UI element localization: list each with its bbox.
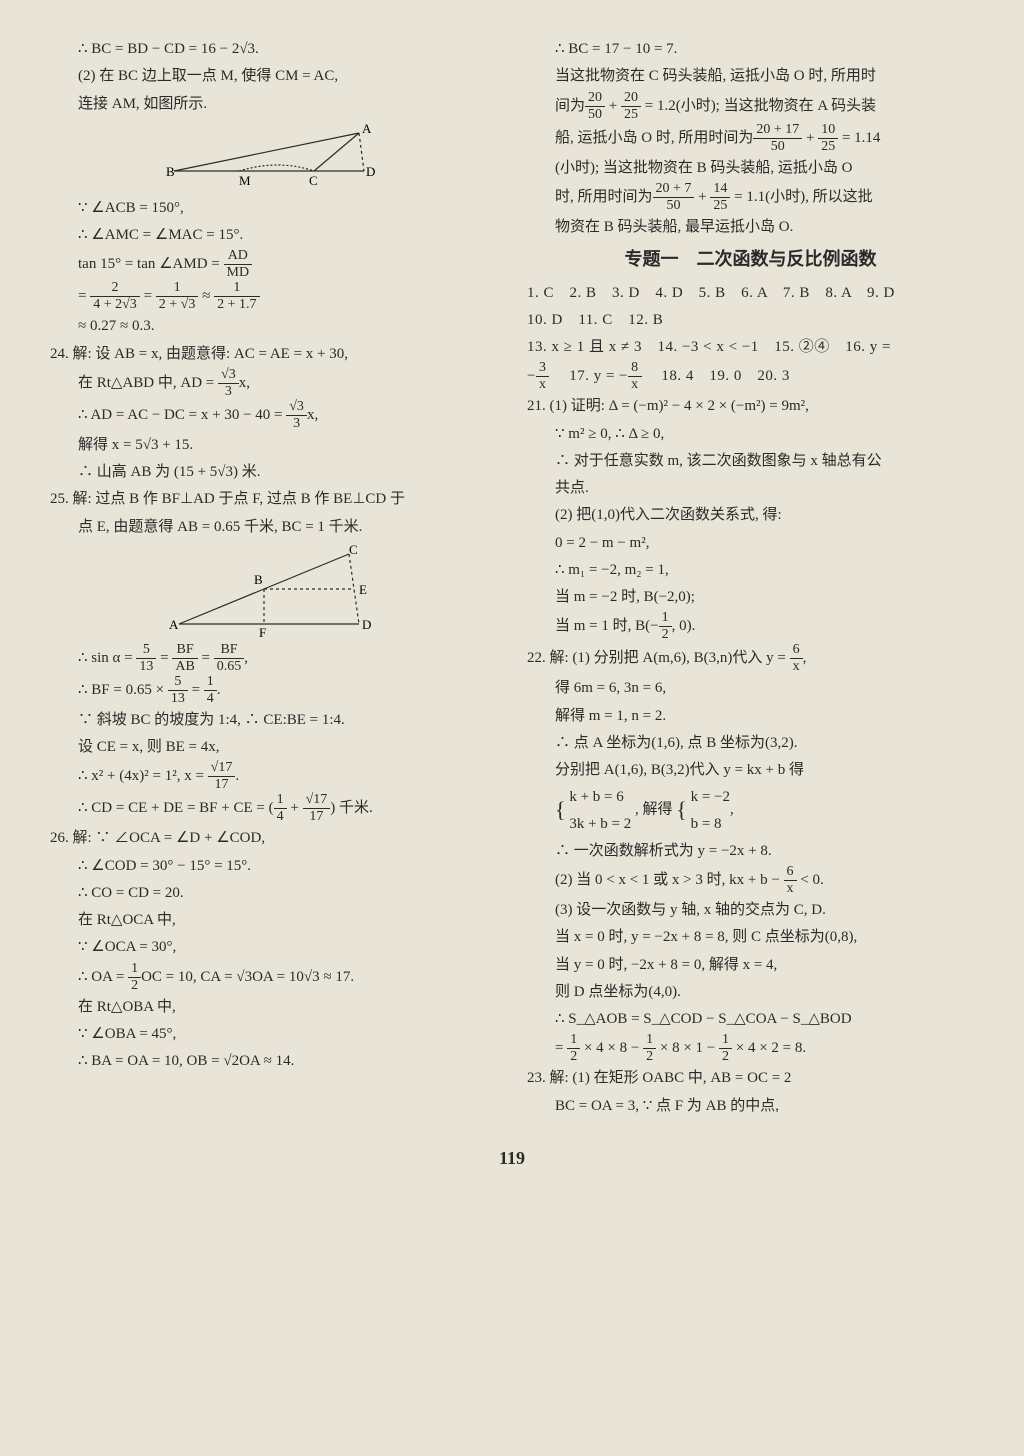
text: ∴ OA = 12OC = 10, CA = √3OA = 10√3 ≈ 17. <box>50 962 497 993</box>
text: 21. (1) 证明: Δ = (−m)² − 4 × 2 × (−m²) = … <box>527 393 974 419</box>
text: 0 = 2 − m − m², <box>527 530 974 556</box>
text: { k + b = 6 3k + b = 2 , 解得 { k = −2 b =… <box>527 784 974 837</box>
text: 26. 解: ∵ ∠OCA = ∠D + ∠COD, <box>50 825 497 851</box>
text: 当 x = 0 时, y = −2x + 8 = 8, 则 C 点坐标为(0,8… <box>527 924 974 950</box>
text: 22. 解: (1) 分别把 A(m,6), B(3,n)代入 y = 6x, <box>527 643 974 674</box>
text: (小时); 当这批物资在 B 码头装船, 运抵小岛 O <box>527 155 974 181</box>
text: ∴ AD = AC − DC = x + 30 − 40 = √33x, <box>50 400 497 431</box>
text: ∴ BF = 0.65 × 513 = 14. <box>50 675 497 706</box>
text: 解得 x = 5√3 + 15. <box>50 432 497 458</box>
text: ∴ 对于任意实数 m, 该二次函数图象与 x 轴总有公 <box>527 448 974 474</box>
figure-triangle-1: B M C D A <box>154 121 394 191</box>
label-C: C <box>349 544 358 557</box>
text: ∴ sin α = 513 = BFAB = BF0.65, <box>50 643 497 674</box>
text: (2) 把(1,0)代入二次函数关系式, 得: <box>527 502 974 528</box>
text: 在 Rt△OBA 中, <box>50 994 497 1020</box>
text: 24. 解: 设 AB = x, 由题意得: AC = AE = x + 30, <box>50 341 497 367</box>
answers-row: 10. D 11. C 12. B <box>527 307 974 333</box>
answers-row: −3x 17. y = −8x 18. 4 19. 0 20. 3 <box>527 361 974 392</box>
label-C: C <box>309 173 318 188</box>
text: 当 m = 1 时, B(−12, 0). <box>527 611 974 642</box>
label-A: A <box>169 617 179 632</box>
text: (2) 当 0 < x < 1 或 x > 3 时, kx + b − 6x <… <box>527 865 974 896</box>
text: (3) 设一次函数与 y 轴, x 轴的交点为 C, D. <box>527 897 974 923</box>
text: 共点. <box>527 475 974 501</box>
text: = 24 + 2√3 = 12 + √3 ≈ 12 + 1.7 <box>50 281 497 312</box>
answers-row: 13. x ≥ 1 且 x ≠ 3 14. −3 < x < −1 15. ②④… <box>527 334 974 360</box>
text: 解得 m = 1, n = 2. <box>527 703 974 729</box>
text: ∴ BC = BD − CD = 16 − 2√3. <box>50 36 497 62</box>
text: 间为2050 + 2025 = 1.2(小时); 当这批物资在 A 码头装 <box>527 91 974 122</box>
page: ∴ BC = BD − CD = 16 − 2√3. (2) 在 BC 边上取一… <box>0 0 1024 1140</box>
text: 当 y = 0 时, −2x + 8 = 0, 解得 x = 4, <box>527 952 974 978</box>
label-M: M <box>239 173 251 188</box>
text: ∴ S_△AOB = S_△COD − S_△COA − S_△BOD <box>527 1006 974 1032</box>
section-title: 专题一 二次函数与反比例函数 <box>527 244 974 276</box>
text: ∵ ∠OBA = 45°, <box>50 1021 497 1047</box>
label-D: D <box>366 164 375 179</box>
text: 25. 解: 过点 B 作 BF⊥AD 于点 F, 过点 B 作 BE⊥CD 于 <box>50 486 497 512</box>
answers-row: 1. C 2. B 3. D 4. D 5. B 6. A 7. B 8. A … <box>527 280 974 306</box>
text: ∴ 山高 AB 为 (15 + 5√3) 米. <box>50 459 497 485</box>
text: 船, 运抵小岛 O 时, 所用时间为20 + 1750 + 1025 = 1.1… <box>527 123 974 154</box>
text: ∵ ∠ACB = 150°, <box>50 195 497 221</box>
text: ∵ 斜坡 BC 的坡度为 1:4, ∴ CE:BE = 1:4. <box>50 707 497 733</box>
text: ∴ CO = CD = 20. <box>50 880 497 906</box>
text: 得 6m = 6, 3n = 6, <box>527 675 974 701</box>
text: 时, 所用时间为20 + 750 + 1425 = 1.1(小时), 所以这批 <box>527 182 974 213</box>
text: 点 E, 由题意得 AB = 0.65 千米, BC = 1 千米. <box>50 514 497 540</box>
text: ∴ x² + (4x)² = 1², x = √1717. <box>50 761 497 792</box>
page-number: 119 <box>0 1148 1024 1169</box>
text: 连接 AM, 如图所示. <box>50 91 497 117</box>
text: tan 15° = tan ∠AMD = ADMD <box>50 249 497 280</box>
text: 分别把 A(1,6), B(3,2)代入 y = kx + b 得 <box>527 757 974 783</box>
text: 则 D 点坐标为(4,0). <box>527 979 974 1005</box>
text: 23. 解: (1) 在矩形 OABC 中, AB = OC = 2 <box>527 1065 974 1091</box>
label-B: B <box>254 572 263 587</box>
text: ∴ ∠AMC = ∠MAC = 15°. <box>50 222 497 248</box>
text: ∵ ∠OCA = 30°, <box>50 934 497 960</box>
label-D: D <box>362 617 371 632</box>
text: = 12 × 4 × 8 − 12 × 8 × 1 − 12 × 4 × 2 =… <box>527 1033 974 1064</box>
label-E: E <box>359 582 367 597</box>
text: ∴ ∠COD = 30° − 15° = 15°. <box>50 853 497 879</box>
text: 当这批物资在 C 码头装船, 运抵小岛 O 时, 所用时 <box>527 63 974 89</box>
text: 在 Rt△OCA 中, <box>50 907 497 933</box>
right-column: ∴ BC = 17 − 10 = 7. 当这批物资在 C 码头装船, 运抵小岛 … <box>527 35 974 1120</box>
text: ∵ m² ≥ 0, ∴ Δ ≥ 0, <box>527 421 974 447</box>
text: (2) 在 BC 边上取一点 M, 使得 CM = AC, <box>50 63 497 89</box>
text: 在 Rt△ABD 中, AD = √33x, <box>50 368 497 399</box>
text: ≈ 0.27 ≈ 0.3. <box>50 313 497 339</box>
text: 当 m = −2 时, B(−2,0); <box>527 584 974 610</box>
text: BC = OA = 3, ∵ 点 F 为 AB 的中点, <box>527 1093 974 1119</box>
text: 物资在 B 码头装船, 最早运抵小岛 O. <box>527 214 974 240</box>
text: ∴ BA = OA = 10, OB = √2OA ≈ 14. <box>50 1048 497 1074</box>
figure-triangle-2: A B C D E F <box>154 544 394 639</box>
left-column: ∴ BC = BD − CD = 16 − 2√3. (2) 在 BC 边上取一… <box>50 35 497 1120</box>
text: ∴ BC = 17 − 10 = 7. <box>527 36 974 62</box>
text: ∴ 一次函数解析式为 y = −2x + 8. <box>527 838 974 864</box>
label-F: F <box>259 625 266 639</box>
text: ∴ m₁ = −2, m₂ = 1, <box>527 557 974 583</box>
text: 设 CE = x, 则 BE = 4x, <box>50 734 497 760</box>
text: ∴ 点 A 坐标为(1,6), 点 B 坐标为(3,2). <box>527 730 974 756</box>
text: ∴ CD = CE + DE = BF + CE = (14 + √1717) … <box>50 793 497 824</box>
label-A: A <box>362 121 372 136</box>
label-B: B <box>166 164 175 179</box>
